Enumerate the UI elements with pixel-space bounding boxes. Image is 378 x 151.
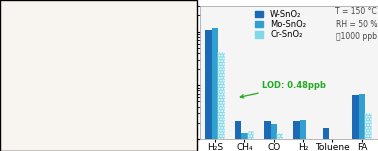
- Text: sub-3 nm M-SnO₂ quantum wire: sub-3 nm M-SnO₂ quantum wire: [20, 135, 176, 145]
- Text: T = 150 °C
RH = 50 %
␀1000 ppb: T = 150 °C RH = 50 % ␀1000 ppb: [335, 7, 377, 41]
- Bar: [235, 120, 241, 151]
- Bar: [365, 113, 372, 151]
- Bar: [264, 120, 271, 151]
- Text: O: O: [17, 119, 23, 128]
- Bar: [359, 94, 365, 151]
- Bar: [248, 131, 254, 151]
- Bar: [293, 120, 300, 151]
- Bar: [336, 139, 342, 151]
- Bar: [241, 133, 248, 151]
- Bar: [352, 95, 359, 151]
- Bar: [271, 124, 277, 151]
- Bar: [218, 52, 225, 151]
- Text: LOD: 0.48ppb: LOD: 0.48ppb: [240, 81, 326, 98]
- Bar: [277, 133, 284, 151]
- Bar: [205, 31, 212, 151]
- Bar: [212, 28, 218, 151]
- Bar: [329, 139, 336, 151]
- Bar: [323, 128, 329, 151]
- Bar: [306, 141, 313, 151]
- Text: Sn: Sn: [62, 119, 71, 128]
- Y-axis label: Response: Response: [163, 51, 172, 94]
- Bar: [300, 119, 306, 151]
- Text: Vₒ: Vₒ: [36, 119, 45, 128]
- Legend: W-SnO₂, Mo-SnO₂, Cr-SnO₂: W-SnO₂, Mo-SnO₂, Cr-SnO₂: [254, 9, 307, 40]
- Text: W: W: [91, 119, 99, 128]
